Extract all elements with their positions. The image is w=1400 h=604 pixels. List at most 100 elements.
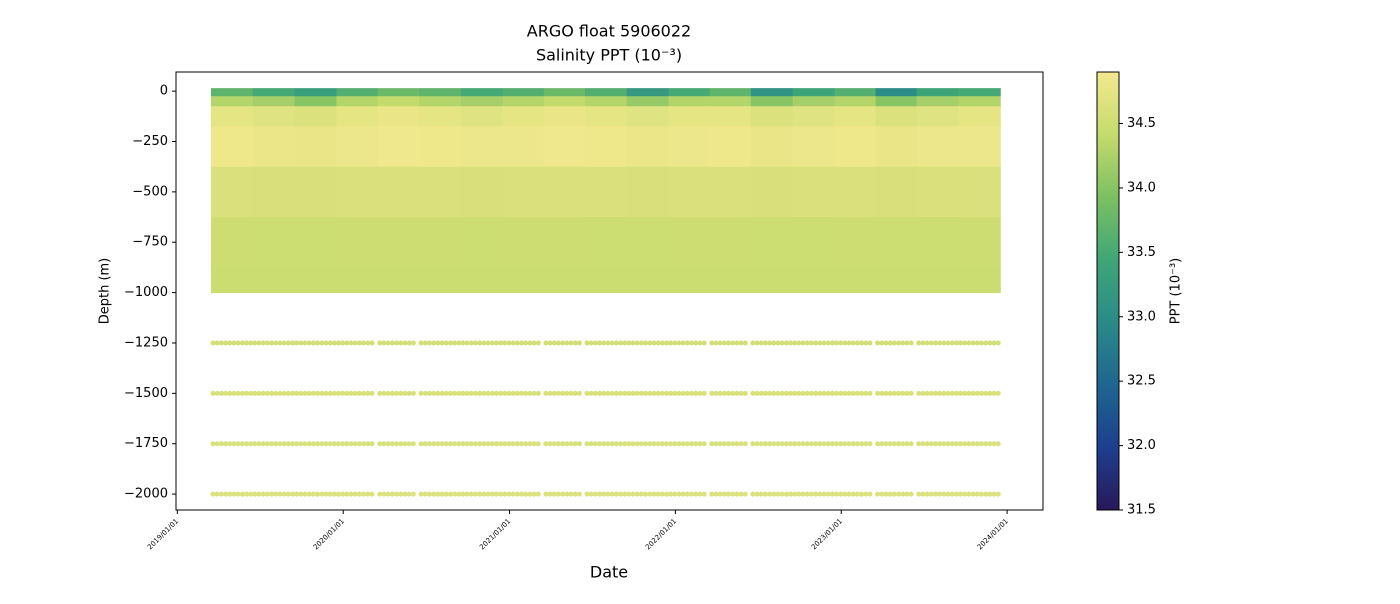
salinity-cell [916,106,959,127]
salinity-cell [252,166,296,218]
salinity-cell [958,217,1001,268]
salinity-cell [834,88,877,97]
salinity-cell [543,126,586,168]
salinity-cell [377,166,420,218]
salinity-cell [709,217,752,268]
salinity-cell [792,267,835,294]
x-tick-label: 2019/01/01 [146,517,180,551]
y-tick-label: −1750 [124,436,168,451]
salinity-cell [210,217,254,268]
salinity-cell [294,166,337,218]
salinity-cell [502,106,545,127]
salinity-cell [750,88,794,97]
salinity-cell [543,88,586,97]
salinity-cell [668,126,711,168]
salinity-cell [792,96,835,107]
salinity-cell [626,88,670,97]
y-tick-label: −1500 [124,386,168,401]
salinity-cell [834,106,877,127]
salinity-cell [958,88,1001,97]
salinity-cell [916,126,959,168]
salinity-cell [377,126,420,168]
salinity-cell [543,217,586,268]
salinity-cell [210,96,254,107]
salinity-cell [792,88,835,97]
salinity-cell [916,166,959,218]
salinity-cell [875,96,918,107]
salinity-cell [336,217,379,268]
salinity-cell [668,217,711,268]
salinity-cell [294,88,337,97]
salinity-cell [252,217,296,268]
salinity-cell [252,267,296,294]
salinity-cell [502,166,545,218]
salinity-cell [377,106,420,127]
salinity-cell [834,267,877,294]
salinity-cell [584,166,628,218]
salinity-cell [419,166,462,218]
y-tick-label: −1250 [124,335,168,350]
salinity-cell [584,88,628,97]
salinity-cell [336,126,379,168]
salinity-cell [958,96,1001,107]
salinity-cell [336,106,379,127]
salinity-cell [875,88,918,97]
colorbar-tick-label: 31.5 [1127,503,1156,518]
chart-subtitle: Salinity PPT (10⁻³) [536,46,682,65]
y-tick-label: −500 [132,184,168,199]
salinity-cell [294,126,337,168]
salinity-cell [252,126,296,168]
salinity-cell [668,106,711,127]
salinity-cell [252,106,296,127]
salinity-cell [543,96,586,107]
salinity-cell [958,166,1001,218]
salinity-cell [958,267,1001,294]
salinity-cell [834,96,877,107]
salinity-cell [210,267,254,294]
salinity-cell [916,96,959,107]
salinity-cell [875,267,918,294]
salinity-cell [916,217,959,268]
salinity-cell [668,166,711,218]
salinity-cell [875,217,918,268]
colorbar-tick-label: 32.5 [1127,374,1156,389]
salinity-cell [792,106,835,127]
salinity-cell [834,217,877,268]
salinity-cell [419,96,462,107]
y-tick-label: −2000 [124,487,168,502]
salinity-cell [294,106,337,127]
salinity-cell [709,96,752,107]
salinity-cell [377,267,420,294]
salinity-cell [336,88,379,97]
salinity-cell [543,166,586,218]
colorbar-tick-label: 34.5 [1127,116,1156,131]
salinity-cell [958,126,1001,168]
salinity-cell [750,106,794,127]
salinity-cell [792,166,835,218]
salinity-cell [626,166,670,218]
salinity-cell [626,96,670,107]
x-tick-label: 2023/01/01 [810,517,844,551]
salinity-cell [419,106,462,127]
salinity-cell [460,96,504,107]
salinity-cell [668,96,711,107]
salinity-cell [626,106,670,127]
salinity-cell [834,166,877,218]
salinity-cell [875,166,918,218]
salinity-cell [377,88,420,97]
salinity-cell [750,126,794,168]
salinity-cell [210,88,254,97]
salinity-cell [709,126,752,168]
y-tick-label: −750 [132,235,168,250]
colorbar-label: PPT (10⁻³) [1169,258,1184,325]
salinity-cell [584,217,628,268]
salinity-cell [336,267,379,294]
x-axis-label: Date [590,563,628,582]
x-tick-label: 2021/01/01 [478,517,512,551]
salinity-cell [336,166,379,218]
salinity-cell [419,126,462,168]
salinity-cell [709,166,752,218]
salinity-cell [252,88,296,97]
salinity-cell [502,217,545,268]
salinity-cell [750,166,794,218]
